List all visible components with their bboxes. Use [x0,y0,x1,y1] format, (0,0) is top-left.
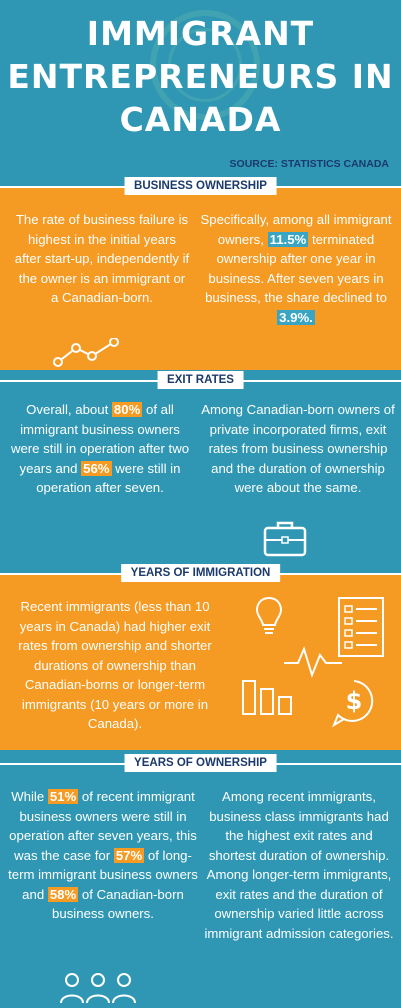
business-ownership-header-label: BUSINESS OWNERSHIP [124,177,277,195]
highlight-3-9: 3.9%. [277,309,315,325]
highlight-56: 56% [81,460,112,476]
years-of-ownership-section: While 51% of recent immigrant business o… [0,763,401,1008]
business-ownership-right-text: Specifically, among all immigrant owners… [200,212,392,325]
years-of-immigration-section: Recent immigrants (less than 10 years in… [0,573,401,750]
title-block: IMMIGRANT ENTREPRENEURS IN CANADA SOURCE… [0,0,401,178]
exit-rates-right-text: Among Canadian-born owners of private in… [201,402,395,495]
lightbulb-icon [255,596,283,634]
years-of-ownership-right-text: Among recent immigrants, business class … [204,789,394,941]
years-of-immigration-header-label: YEARS OF IMMIGRATION [120,564,281,582]
document-icon [338,597,384,657]
years-of-ownership-left-text: While 51% of recent immigrant business o… [8,789,198,921]
exit-rates-left-text: Overall, about 80% of all immigrant busi… [10,402,190,495]
years-of-immigration-text: Recent immigrants (less than 10 years in… [18,599,212,731]
highlight-80: 80% [111,402,143,417]
business-ownership-section: The rate of business failure is highest … [0,186,401,370]
bar-chart-icon [242,680,292,715]
source-label: SOURCE: STATISTICS CANADA [229,158,389,170]
highlight-57: 57% [113,847,145,863]
svg-text:$: $ [346,687,363,715]
years-of-ownership-header-label: YEARS OF OWNERSHIP [124,754,277,772]
watermark-seal [150,10,260,120]
highlight-11-5: 11.5% [267,231,309,247]
business-ownership-left-text: The rate of business failure is highest … [14,212,190,305]
title-line-1: IMMIGRANT [86,14,315,53]
briefcase-icon [263,521,307,557]
people-icon [60,973,136,1004]
exit-rates-section: Overall, about 80% of all immigrant busi… [0,380,401,562]
title-line-3: CANADA [119,100,282,139]
pulse-icon [284,646,342,679]
trend-line-icon [53,338,119,367]
title-line-2: ENTREPRENEURS IN [7,57,394,96]
dollar-icon: $ [331,680,374,728]
highlight-58: 58% [47,886,79,902]
highlight-51: 51% [47,789,79,804]
exit-rates-header-label: EXIT RATES [157,371,244,389]
